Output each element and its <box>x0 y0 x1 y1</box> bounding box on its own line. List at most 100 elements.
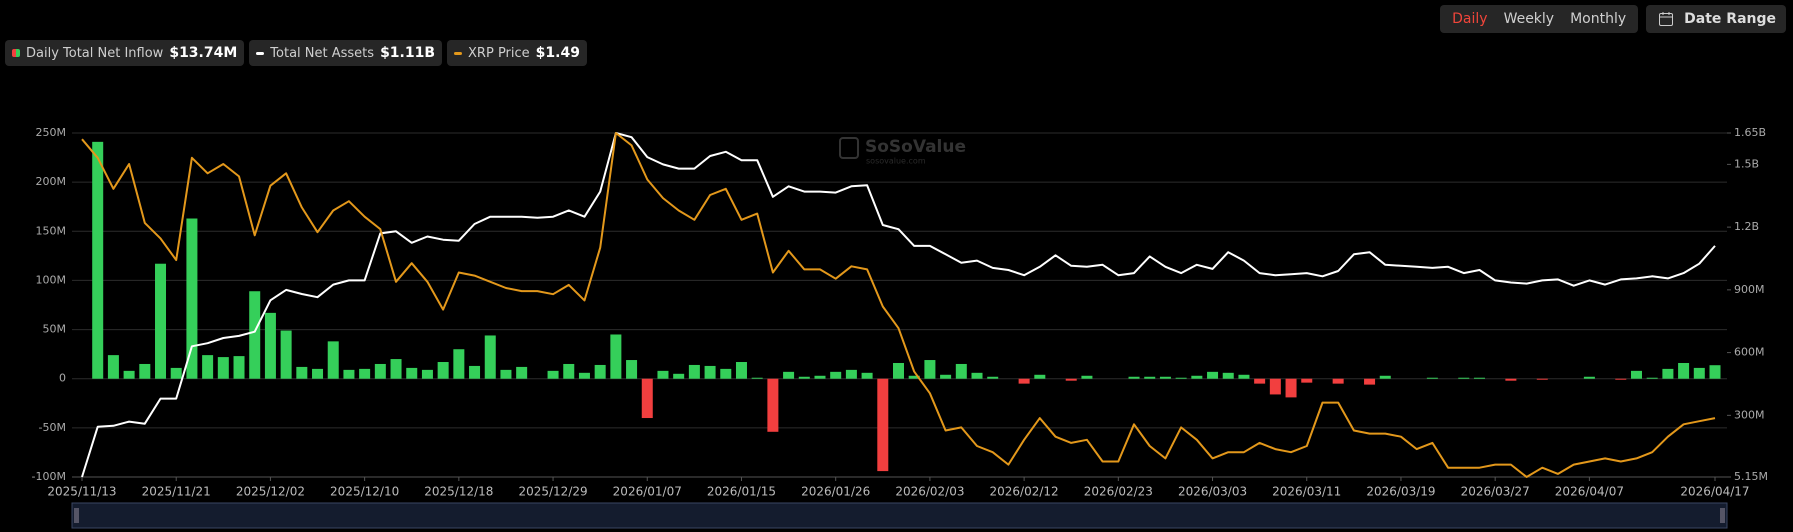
bar <box>673 373 685 379</box>
watermark-logo <box>839 137 859 159</box>
bar <box>987 376 999 379</box>
bar <box>217 357 229 379</box>
date-range-button[interactable]: Date Range <box>1646 5 1786 33</box>
y-tick-label: -50M <box>39 421 66 434</box>
bar <box>516 366 528 379</box>
x-tick-label: 2026/03/19 <box>1366 485 1435 499</box>
navigator <box>71 502 1728 529</box>
bar <box>390 359 402 379</box>
bar <box>845 369 857 379</box>
bar <box>547 370 559 379</box>
bar <box>940 374 952 379</box>
bar <box>406 367 418 379</box>
bar <box>1034 374 1046 379</box>
bar <box>233 356 245 379</box>
period-button[interactable]: Monthly <box>1570 11 1627 27</box>
bar <box>893 362 904 379</box>
bar <box>1018 378 1030 384</box>
bar <box>594 364 606 379</box>
calendar-icon <box>1659 12 1674 26</box>
legend-item[interactable]: Daily Total Net Inflow $13.74M <box>5 40 245 66</box>
bar <box>641 378 653 419</box>
bar <box>1301 378 1313 383</box>
bar <box>1285 378 1297 398</box>
bar <box>1678 362 1690 379</box>
bar <box>437 362 449 379</box>
x-tick-label: 2026/04/07 <box>1555 485 1624 499</box>
bar <box>1583 376 1595 379</box>
bar <box>170 367 182 379</box>
x-tick-label: 2026/01/07 <box>613 485 682 499</box>
x-tick-label: 2025/11/21 <box>142 485 211 499</box>
y-tick-label: 100M <box>36 273 67 286</box>
bar <box>312 368 324 379</box>
bar <box>296 366 308 379</box>
navigator-handle <box>74 508 79 523</box>
bar <box>657 370 669 379</box>
bar <box>1159 376 1171 379</box>
period-button[interactable]: Daily <box>1452 11 1488 27</box>
y-tick-label: 150M <box>36 224 67 237</box>
x-tick-label: 2026/02/12 <box>990 485 1059 499</box>
bar <box>626 360 638 379</box>
legend: Daily Total Net Inflow $13.74M Total Net A… <box>5 40 587 66</box>
bar <box>798 376 810 379</box>
bar <box>1065 378 1077 381</box>
y2-tick-label: 900M <box>1734 283 1765 296</box>
bar <box>1473 377 1485 379</box>
period-button[interactable]: Weekly <box>1503 11 1555 27</box>
y-tick-label: 0 <box>59 372 66 385</box>
bar <box>1191 375 1203 379</box>
bar <box>469 365 481 379</box>
bar <box>704 365 716 379</box>
bar <box>1207 371 1219 379</box>
bar <box>971 372 983 379</box>
legend-item[interactable]: Total Net Assets $1.11B <box>249 40 443 66</box>
y-tick-label: 200M <box>36 175 67 188</box>
x-tick-label: 2026/02/23 <box>1084 485 1153 499</box>
x-tick-label: 2025/12/02 <box>236 485 305 499</box>
bar <box>421 369 433 379</box>
x-tick-label: 2026/03/03 <box>1178 485 1247 499</box>
bar <box>1693 367 1705 379</box>
watermark-text: SoSoValue <box>865 137 966 157</box>
bar <box>1709 365 1721 379</box>
y2-tick-label: 300M <box>1734 408 1765 421</box>
bar <box>578 372 590 379</box>
bar <box>1630 370 1642 379</box>
watermark-sub: sosovalue.com <box>866 157 926 166</box>
legend-value: $13.74M <box>169 45 238 61</box>
bar <box>610 334 622 379</box>
navigator-handle <box>1720 508 1725 523</box>
x-tick-label: 2026/03/11 <box>1272 485 1341 499</box>
bar <box>1222 372 1234 379</box>
y2-tick-label: 1.2B <box>1734 220 1759 233</box>
controls: Daily Weekly Monthly Date Range <box>1440 5 1786 33</box>
bar <box>563 363 575 379</box>
bar <box>1175 377 1187 379</box>
y-tick-label: 50M <box>43 323 67 336</box>
bar <box>202 355 214 379</box>
bar <box>343 369 355 379</box>
bar <box>186 218 198 379</box>
legend-item[interactable]: XRP Price $1.49 <box>447 40 587 66</box>
bar <box>1505 378 1517 381</box>
bar <box>1458 377 1470 379</box>
x-tick-label: 2025/12/10 <box>330 485 399 499</box>
legend-label: Daily Total Net Inflow <box>26 45 164 61</box>
bar <box>955 363 967 379</box>
date-range-label: Date Range <box>1684 11 1776 27</box>
bar <box>830 371 842 379</box>
bar <box>1615 378 1627 380</box>
bar <box>1128 376 1140 379</box>
bar <box>484 335 496 379</box>
bar <box>924 360 936 379</box>
legend-label: Total Net Assets <box>270 45 375 61</box>
bar <box>1332 378 1344 384</box>
y2-tick-label: 1.65B <box>1734 126 1766 139</box>
x-tick-label: 2026/04/17 <box>1680 485 1749 499</box>
bar <box>107 355 119 379</box>
bar <box>327 341 339 379</box>
